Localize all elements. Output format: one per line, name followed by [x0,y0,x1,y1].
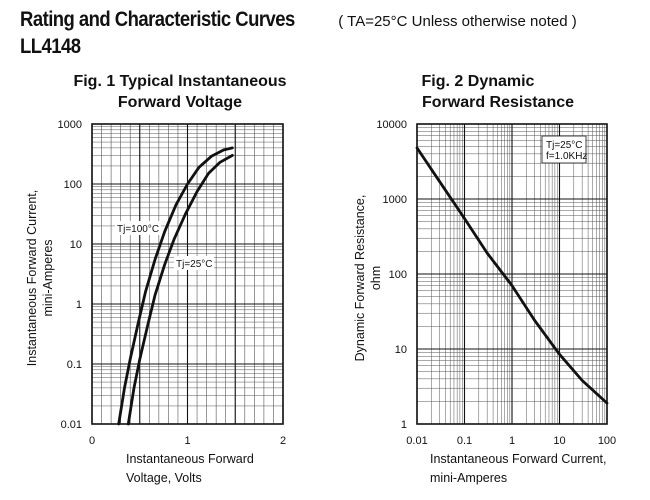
fig1-xtick-label: 2 [280,435,286,447]
fig2-ylabel-line1: Dynamic Forward Resistance, [353,195,367,362]
fig1-series-label-100c: Tj=100°C [117,224,159,235]
fig2-xtick-label: 100 [598,435,616,447]
fig1-ytick-label: 1000 [58,119,82,131]
fig1-ylabel-line2: mini-Amperes [41,239,55,316]
fig2-plot-frame [416,123,608,425]
fig1-chart: Fig. 1 Typical Instantaneous Forward Vol… [25,73,287,485]
fig1-annot-bg-100 [115,221,161,235]
fig2-legend-line2: f=1.0KHz [546,151,587,162]
fig1-series-line-0 [117,146,234,426]
fig1-annot-bg-25 [174,256,214,270]
page-title: Rating and Characteristic Curves [20,8,295,31]
fig2-ytick-label: 1000 [383,194,407,206]
fig1-tick-labels: 1000 100 10 1 0.1 0.01 0 1 2 [58,119,287,447]
fig2-title-line2: Forward Resistance [422,94,574,111]
fig1-series-label-25c: Tj=25°C [176,259,213,270]
fig1-title-line1: Fig. 1 Typical Instantaneous [73,73,286,90]
fig1-ytick-label: 0.01 [61,419,82,431]
fig2-title-line1: Fig. 2 Dynamic [422,73,535,90]
fig1-ytick-label: 0.1 [67,359,82,371]
fig1-xtick-label: 1 [184,435,190,447]
fig1-series [117,146,234,426]
fig2-legend-box [541,135,587,164]
fig2-grid [416,123,608,425]
fig1-xtick-label: 0 [89,435,95,447]
fig1-ylabel-line1: Instantaneous Forward Current, [25,190,39,366]
fig1-title-line2: Forward Voltage [118,94,242,111]
fig2-xtick-label: 0.01 [406,435,427,447]
page-condition-note: ( TA=25°C Unless otherwise noted ) [338,13,577,30]
fig1-series-line-1 [126,153,234,426]
fig1-ytick-label: 10 [70,239,82,251]
fig2-xlabel-line2: mini-Amperes [430,471,507,485]
fig1-plot-frame [91,123,284,425]
fig2-ytick-label: 10 [395,344,407,356]
fig2-ytick-label: 10000 [376,119,407,131]
fig1-grid [91,123,284,425]
part-number: LL4148 [20,35,81,58]
fig2-xtick-label: 10 [553,435,565,447]
fig2-chart: Fig. 2 Dynamic Forward Resistance 100001… [353,73,616,485]
page-header: Rating and Characteristic Curves ( TA=25°… [20,8,577,32]
fig1-ytick-label: 1 [76,299,82,311]
fig2-xtick-label: 0.1 [457,435,472,447]
fig2-ytick-label: 1 [401,419,407,431]
fig1-ytick-label: 100 [64,179,82,191]
fig2-series [415,146,609,405]
fig2-tick-labels: 10000 1000 100 10 1 0.01 0.1 1 10 100 [376,119,616,447]
fig2-legend-line1: Tj=25°C [546,140,583,151]
fig2-series-line-0 [415,146,609,405]
fig1-xlabel-line2: Voltage, Volts [126,471,202,485]
fig2-xlabel-line1: Instantaneous Forward Current, [430,452,606,466]
fig1-xlabel-line1: Instantaneous Forward [126,452,254,466]
fig2-ytick-label: 100 [389,269,407,281]
fig2-xtick-label: 1 [509,435,515,447]
fig2-ylabel-line2: ohm [369,266,383,290]
